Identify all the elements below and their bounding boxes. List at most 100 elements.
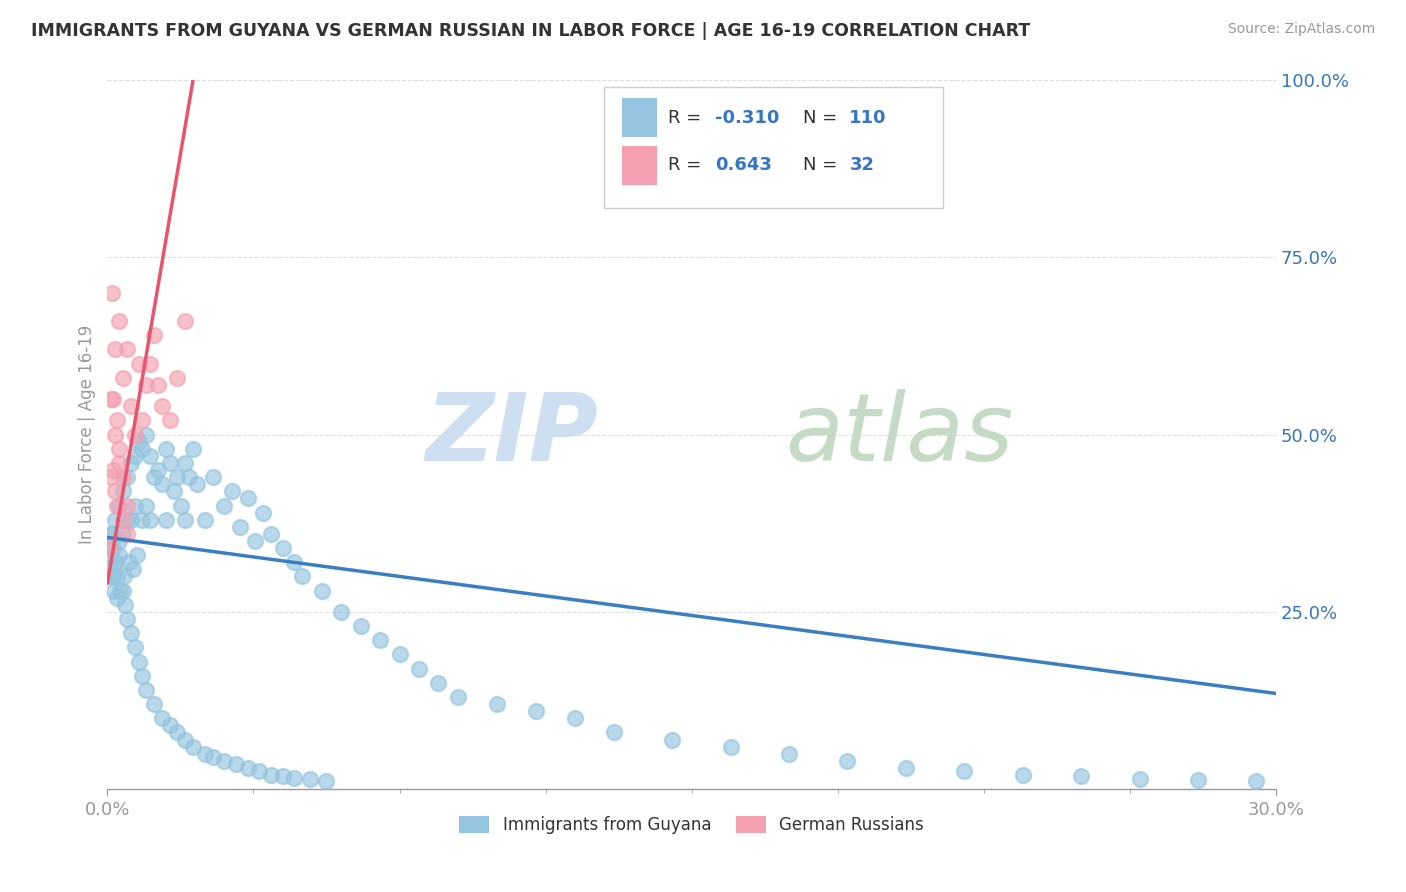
Point <box>368 633 391 648</box>
Point <box>447 690 470 704</box>
Point <box>111 371 134 385</box>
Point <box>105 413 128 427</box>
Point <box>166 371 188 385</box>
Point <box>120 456 142 470</box>
FancyBboxPatch shape <box>621 145 657 185</box>
Point <box>115 499 138 513</box>
Point <box>139 513 162 527</box>
Point <box>131 513 153 527</box>
Point <box>101 285 124 300</box>
Point <box>108 442 131 456</box>
Point <box>150 711 173 725</box>
Point <box>150 399 173 413</box>
Point <box>100 527 122 541</box>
Point <box>953 764 976 779</box>
Point <box>111 583 134 598</box>
Point <box>225 757 247 772</box>
Point <box>181 739 204 754</box>
Point <box>108 548 131 562</box>
Point <box>245 533 267 548</box>
Point <box>143 697 166 711</box>
Point <box>247 764 270 779</box>
Point <box>603 725 626 739</box>
Point <box>291 569 314 583</box>
Point <box>120 399 142 413</box>
Point <box>1129 772 1152 786</box>
Point <box>271 541 294 555</box>
Point <box>118 555 141 569</box>
Point <box>201 470 224 484</box>
Point <box>135 499 157 513</box>
Point <box>201 750 224 764</box>
Point <box>98 541 121 555</box>
Point <box>174 513 197 527</box>
Point <box>159 413 181 427</box>
Point <box>212 754 235 768</box>
Point <box>1246 773 1268 788</box>
Point <box>124 449 146 463</box>
Point <box>104 513 127 527</box>
Point <box>104 343 127 357</box>
Point <box>236 761 259 775</box>
Point <box>229 520 252 534</box>
Point <box>115 527 138 541</box>
Point <box>283 771 305 785</box>
FancyBboxPatch shape <box>605 87 943 208</box>
Point <box>159 456 181 470</box>
FancyBboxPatch shape <box>621 98 657 137</box>
Text: N =: N = <box>803 156 842 174</box>
Point <box>194 747 217 761</box>
Point <box>124 640 146 655</box>
Point <box>128 434 150 449</box>
Point <box>837 754 859 768</box>
Point <box>212 499 235 513</box>
Point <box>103 392 125 406</box>
Text: ZIP: ZIP <box>425 389 598 481</box>
Point <box>128 357 150 371</box>
Point <box>388 648 411 662</box>
Point <box>124 499 146 513</box>
Point <box>485 697 508 711</box>
Point <box>260 527 283 541</box>
Point <box>135 378 157 392</box>
Point <box>143 470 166 484</box>
Point <box>194 513 217 527</box>
Point <box>105 569 128 583</box>
Point <box>125 548 148 562</box>
Point <box>661 732 683 747</box>
Point <box>115 343 138 357</box>
Point <box>112 569 135 583</box>
Point <box>131 413 153 427</box>
Point <box>146 463 169 477</box>
Point <box>115 612 138 626</box>
Point <box>174 732 197 747</box>
Point <box>720 739 742 754</box>
Point <box>104 555 127 569</box>
Text: -0.310: -0.310 <box>716 109 779 127</box>
Point <box>104 555 127 569</box>
Point <box>115 470 138 484</box>
Point <box>103 583 125 598</box>
Point <box>135 427 157 442</box>
Point <box>221 484 243 499</box>
Point <box>283 555 305 569</box>
Point <box>162 484 184 499</box>
Point <box>1070 769 1092 783</box>
Point <box>98 541 121 555</box>
Point <box>271 769 294 783</box>
Point <box>115 513 138 527</box>
Point <box>103 569 125 583</box>
Point <box>1011 768 1033 782</box>
Point <box>330 605 353 619</box>
Text: 32: 32 <box>849 156 875 174</box>
Point <box>103 463 125 477</box>
Point <box>155 513 177 527</box>
Point <box>101 541 124 555</box>
Point <box>124 427 146 442</box>
Point <box>408 662 430 676</box>
Text: 0.643: 0.643 <box>716 156 772 174</box>
Point <box>894 761 917 775</box>
Point <box>186 477 208 491</box>
Point <box>315 773 337 788</box>
Point <box>105 499 128 513</box>
